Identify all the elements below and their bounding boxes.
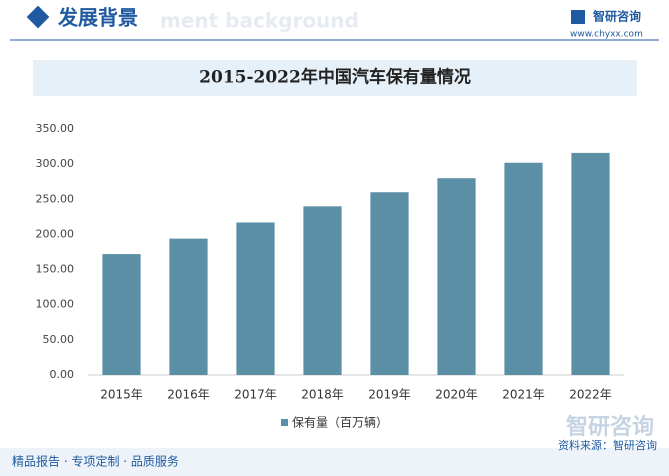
- y-tick-label: 300.00: [36, 157, 75, 170]
- legend-swatch: [281, 419, 288, 426]
- footer-source: 资料来源：智研咨询: [558, 438, 657, 452]
- x-tick-label: 2020年: [435, 388, 478, 402]
- y-tick-label: 100.00: [36, 298, 75, 311]
- bar: [102, 254, 141, 375]
- bar: [504, 162, 543, 375]
- footer-slogan: 精品报告 · 专项定制 · 品质服务: [12, 454, 179, 469]
- bar: [571, 152, 610, 375]
- x-tick-label: 2022年: [569, 388, 612, 402]
- y-tick-label: 50.00: [43, 333, 75, 346]
- bar: [236, 222, 275, 375]
- y-tick-label: 200.00: [36, 227, 75, 240]
- footer-brand: 智研咨询: [566, 414, 654, 440]
- header-url: www.chyxx.com: [570, 30, 643, 40]
- footer-band: [0, 448, 669, 476]
- chart-title-box: [33, 60, 637, 96]
- legend-label: 保有量（百万辆）: [292, 416, 388, 430]
- x-tick-label: 2018年: [301, 388, 344, 402]
- x-tick-label: 2017年: [234, 388, 277, 402]
- bar: [437, 178, 476, 375]
- header-brand: 智研咨询: [592, 9, 641, 24]
- y-tick-label: 250.00: [36, 192, 75, 205]
- chart-title: 2015-2022年中国汽车保有量情况: [199, 67, 471, 88]
- bar: [370, 192, 409, 375]
- x-tick-label: 2019年: [368, 388, 411, 402]
- bar: [303, 206, 342, 375]
- y-tick-label: 150.00: [36, 263, 75, 276]
- header-watermark: ment background: [160, 9, 359, 33]
- header-icon: [26, 5, 50, 29]
- bar: [169, 238, 208, 375]
- logo-icon: [571, 10, 585, 24]
- x-tick-label: 2015年: [100, 388, 143, 402]
- x-tick-label: 2021年: [502, 388, 545, 402]
- y-tick-label: 0.00: [50, 368, 75, 381]
- x-tick-label: 2016年: [167, 388, 210, 402]
- y-tick-label: 350.00: [36, 122, 75, 135]
- header-title: 发展背景: [57, 6, 138, 30]
